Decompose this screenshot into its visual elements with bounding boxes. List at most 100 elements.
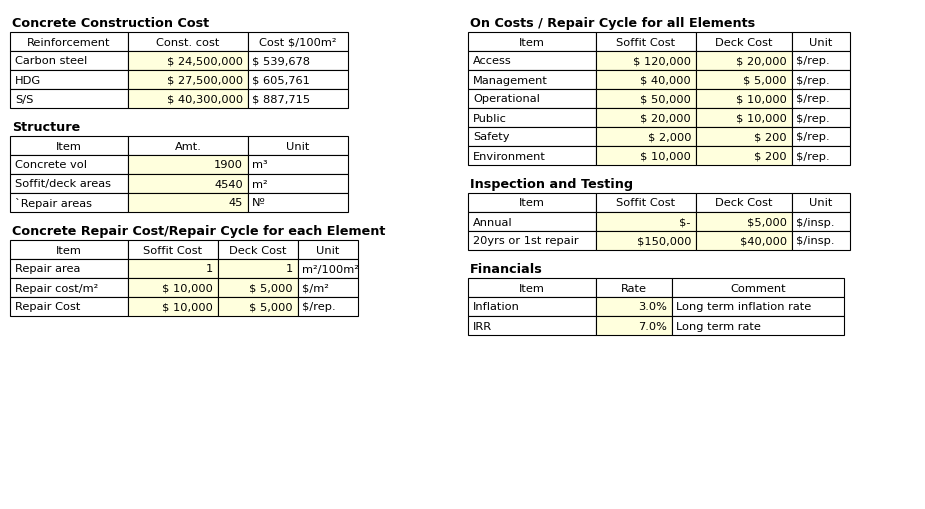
Bar [248, 175, 348, 193]
Text: 45: 45 [228, 198, 243, 208]
Text: $/rep.: $/rep. [302, 302, 336, 312]
Bar [128, 278, 218, 297]
Bar [468, 71, 596, 90]
Text: Long term rate: Long term rate [676, 321, 761, 331]
Bar [128, 90, 248, 109]
Bar [696, 71, 792, 90]
Text: $ 40,300,000: $ 40,300,000 [166, 94, 243, 104]
Bar [596, 128, 696, 147]
Text: $/rep.: $/rep. [796, 75, 830, 86]
Text: Deck Cost: Deck Cost [715, 38, 772, 47]
Text: S/S: S/S [15, 94, 33, 104]
Text: Repair cost/m²: Repair cost/m² [15, 283, 98, 293]
Text: Soffit Cost: Soffit Cost [616, 198, 675, 208]
Text: $ 539,678: $ 539,678 [252, 56, 310, 66]
Text: $ 24,500,000: $ 24,500,000 [167, 56, 243, 66]
Bar [468, 128, 596, 147]
Text: Nº: Nº [252, 198, 265, 208]
Text: Financials: Financials [470, 263, 543, 275]
Bar [596, 109, 696, 128]
Bar [10, 193, 128, 213]
Bar [128, 241, 218, 260]
Bar [128, 52, 248, 71]
Text: Access: Access [473, 56, 512, 66]
Text: Unit: Unit [809, 198, 832, 208]
Bar [596, 52, 696, 71]
Text: Long term inflation rate: Long term inflation rate [676, 302, 811, 312]
Text: Annual: Annual [473, 217, 512, 227]
Text: Rate: Rate [621, 283, 647, 293]
Text: $/insp.: $/insp. [796, 236, 834, 246]
Bar [248, 137, 348, 156]
Text: $ 20,000: $ 20,000 [736, 56, 787, 66]
Bar [10, 33, 128, 52]
Bar [128, 297, 218, 317]
Text: Concrete Repair Cost/Repair Cycle for each Element: Concrete Repair Cost/Repair Cycle for ea… [12, 224, 386, 238]
Text: $ 200: $ 200 [755, 132, 787, 142]
Bar [792, 33, 850, 52]
Text: $ 5,000: $ 5,000 [744, 75, 787, 86]
Bar [128, 193, 248, 213]
Bar [248, 156, 348, 175]
Bar [128, 33, 248, 52]
Text: HDG: HDG [15, 75, 41, 86]
Bar [468, 147, 596, 165]
Text: Cost $/100m²: Cost $/100m² [259, 38, 337, 47]
Text: On Costs / Repair Cycle for all Elements: On Costs / Repair Cycle for all Elements [470, 17, 755, 30]
Bar [468, 109, 596, 128]
Text: Reinforcement: Reinforcement [27, 38, 111, 47]
Text: Structure: Structure [12, 121, 80, 134]
Text: `Repair areas: `Repair areas [15, 197, 92, 209]
Text: $ 27,500,000: $ 27,500,000 [166, 75, 243, 86]
Text: $/rep.: $/rep. [796, 56, 830, 66]
Bar [10, 241, 128, 260]
Text: Item: Item [56, 245, 82, 255]
Text: m³: m³ [252, 160, 267, 170]
Text: Repair area: Repair area [15, 264, 80, 274]
Text: Soffit Cost: Soffit Cost [616, 38, 675, 47]
Bar [792, 213, 850, 232]
Text: Unit: Unit [316, 245, 339, 255]
Bar [218, 297, 298, 317]
Text: IRR: IRR [473, 321, 492, 331]
Text: Amt.: Amt. [175, 141, 202, 151]
Text: $5,000: $5,000 [747, 217, 787, 227]
Bar [10, 52, 128, 71]
Bar [696, 52, 792, 71]
Bar [792, 109, 850, 128]
Text: 20yrs or 1st repair: 20yrs or 1st repair [473, 236, 579, 246]
Bar [596, 33, 696, 52]
Text: Carbon steel: Carbon steel [15, 56, 87, 66]
Text: $ 5,000: $ 5,000 [250, 283, 293, 293]
Text: $/rep.: $/rep. [796, 94, 830, 104]
Text: $ 10,000: $ 10,000 [162, 302, 213, 312]
Bar [696, 109, 792, 128]
Text: Inspection and Testing: Inspection and Testing [470, 178, 633, 191]
Bar [792, 71, 850, 90]
Bar [468, 193, 596, 213]
Text: Item: Item [519, 198, 545, 208]
Bar [596, 297, 672, 317]
Bar [298, 241, 358, 260]
Bar [218, 241, 298, 260]
Text: Concrete vol: Concrete vol [15, 160, 87, 170]
Bar [696, 147, 792, 165]
Text: $/insp.: $/insp. [796, 217, 834, 227]
Bar [248, 52, 348, 71]
Text: m²: m² [252, 179, 267, 189]
Bar [672, 317, 844, 335]
Text: Management: Management [473, 75, 548, 86]
Bar [792, 128, 850, 147]
Bar [792, 147, 850, 165]
Bar [596, 147, 696, 165]
Bar [468, 297, 596, 317]
Text: $ 605,761: $ 605,761 [252, 75, 310, 86]
Bar [696, 128, 792, 147]
Bar [596, 90, 696, 109]
Text: Inflation: Inflation [473, 302, 520, 312]
Text: Deck Cost: Deck Cost [715, 198, 772, 208]
Bar [696, 213, 792, 232]
Bar [128, 260, 218, 278]
Text: $ 10,000: $ 10,000 [736, 94, 787, 104]
Bar [468, 52, 596, 71]
